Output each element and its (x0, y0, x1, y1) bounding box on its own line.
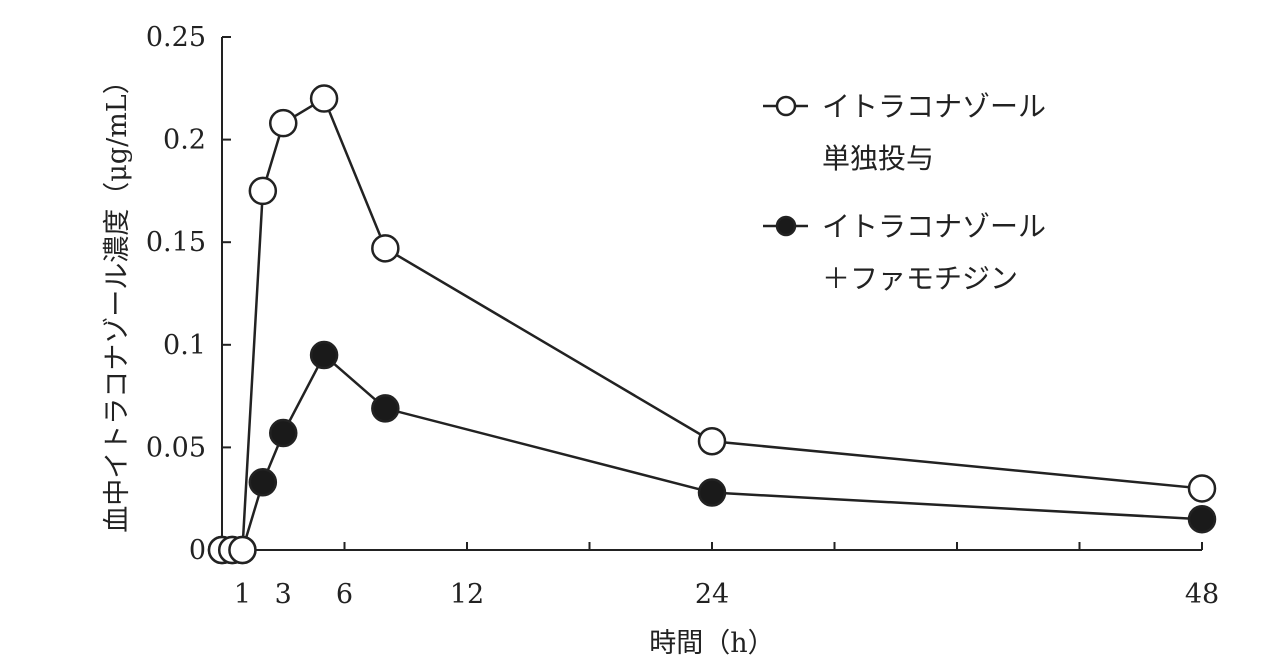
data-point-filled (309, 340, 339, 370)
legend-marker-open (775, 95, 797, 117)
data-point-open (248, 176, 278, 206)
series-layer (207, 84, 1217, 565)
legend-label: イトラコナゾール (822, 90, 1046, 123)
x-tick-label: 6 (336, 579, 353, 610)
y-tick-label: 0.25 (146, 22, 206, 53)
data-point-filled (248, 468, 278, 497)
x-tick-label: 1 (234, 579, 251, 610)
legend-label: 単独投与 (822, 142, 934, 175)
legend-label: ＋ファモチジン (822, 262, 1018, 295)
data-point-open (309, 84, 339, 113)
data-point-filled (697, 478, 727, 507)
y-tick-label: 0.1 (163, 330, 206, 361)
y-tick-label: 0.15 (146, 227, 206, 258)
data-point-open (269, 108, 298, 138)
x-tick-label: 12 (450, 579, 484, 610)
x-tick-label: 3 (275, 579, 292, 610)
y-axis-title: 血中イトラコナゾール濃度（μg/mL） (102, 67, 133, 532)
legend-label: イトラコナゾール (822, 210, 1046, 243)
data-point-open (697, 426, 727, 456)
x-tick-label: 24 (695, 579, 729, 610)
data-point-filled (1187, 504, 1217, 534)
data-point-open (228, 535, 257, 565)
data-point-open (1187, 474, 1217, 503)
y-tick-label: 0.2 (163, 125, 206, 156)
x-axis-ticks: 1 3 6 12 24 48 (234, 542, 1219, 610)
y-axis-ticks: 0 0.05 0.1 0.15 0.2 0.25 (146, 22, 231, 566)
x-tick-label: 48 (1185, 579, 1219, 610)
data-point-open (371, 234, 400, 263)
y-tick-label: 0 (189, 535, 206, 566)
data-point-filled (269, 418, 298, 448)
legend-marker-filled (775, 215, 797, 237)
data-point-filled (371, 394, 400, 423)
y-tick-label: 0.05 (146, 432, 206, 463)
x-axis-title: 時間（h） (649, 628, 774, 659)
